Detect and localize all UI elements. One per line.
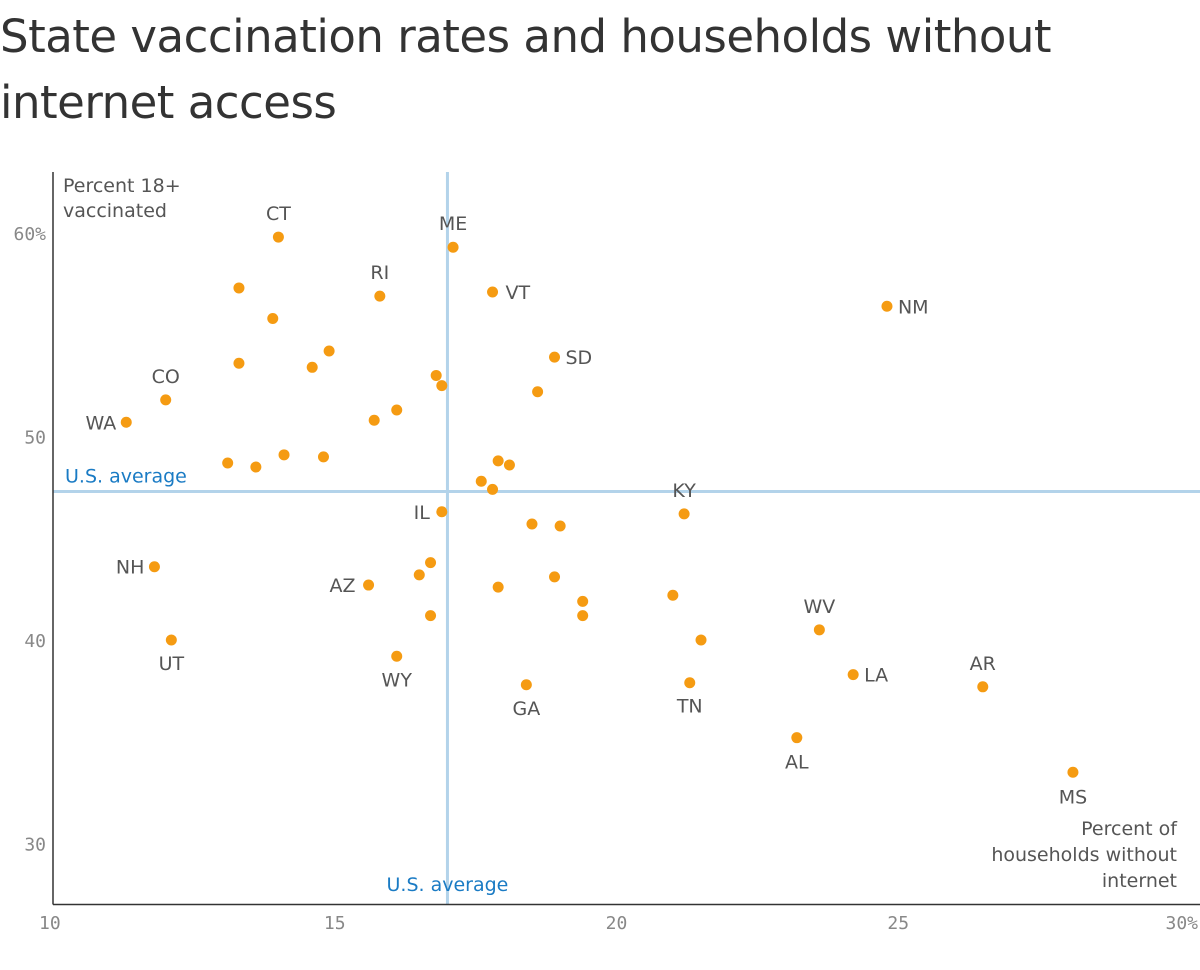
data-point bbox=[695, 634, 707, 646]
data-point bbox=[549, 571, 561, 583]
data-point bbox=[487, 483, 499, 495]
data-point-wa bbox=[120, 416, 132, 428]
data-point bbox=[317, 451, 329, 463]
data-point-sd bbox=[549, 351, 561, 363]
point-label-nm: NM bbox=[898, 296, 929, 318]
data-point bbox=[425, 610, 437, 622]
data-point-wv bbox=[813, 624, 825, 636]
data-point bbox=[554, 520, 566, 532]
point-label-ky: KY bbox=[672, 480, 696, 502]
data-point bbox=[278, 449, 290, 461]
data-point bbox=[250, 461, 262, 473]
y-tick-label: 40 bbox=[24, 631, 46, 652]
data-point bbox=[667, 589, 679, 601]
y-tick-label: 50 bbox=[24, 428, 46, 449]
data-point bbox=[306, 361, 318, 373]
data-point bbox=[222, 457, 234, 469]
data-point bbox=[577, 595, 589, 607]
data-point-az bbox=[363, 579, 375, 591]
point-label-tn: TN bbox=[676, 696, 703, 718]
x-tick-label: 20 bbox=[606, 913, 628, 934]
data-point-ms bbox=[1067, 766, 1079, 778]
point-label-sd: SD bbox=[566, 347, 593, 369]
data-point-ga bbox=[520, 679, 532, 691]
data-point-ri bbox=[374, 290, 386, 302]
data-point-la bbox=[847, 669, 859, 681]
data-point-il bbox=[436, 506, 448, 518]
point-label-me: ME bbox=[439, 213, 467, 235]
data-point-nh bbox=[148, 561, 160, 573]
data-point bbox=[323, 345, 335, 357]
data-point-me bbox=[447, 241, 459, 253]
point-label-ri: RI bbox=[370, 262, 389, 284]
x-tick-label: 15 bbox=[324, 913, 346, 934]
point-label-la: LA bbox=[864, 665, 888, 687]
data-point bbox=[413, 569, 425, 581]
data-point-vt bbox=[487, 286, 499, 298]
x-tick-label: 10 bbox=[39, 913, 61, 934]
data-point-al bbox=[791, 732, 803, 744]
data-point-co bbox=[160, 394, 172, 406]
point-label-ut: UT bbox=[159, 653, 185, 675]
data-point bbox=[503, 459, 515, 471]
data-point bbox=[391, 404, 403, 416]
point-label-wv: WV bbox=[803, 596, 835, 618]
point-label-co: CO bbox=[152, 366, 180, 388]
y-axis-title: Percent 18+ vaccinated bbox=[63, 175, 181, 222]
data-point bbox=[267, 312, 279, 324]
y-tick-label: 30 bbox=[24, 835, 46, 856]
data-point-ar bbox=[977, 681, 989, 693]
point-label-az: AZ bbox=[330, 575, 356, 597]
data-point-ky bbox=[678, 508, 690, 520]
point-label-wa: WA bbox=[86, 412, 117, 434]
x-axis-title: Percent of households without internet bbox=[991, 818, 1178, 892]
point-label-nh: NH bbox=[116, 557, 145, 579]
data-point bbox=[526, 518, 538, 530]
us-average-y-label: U.S. average bbox=[65, 465, 187, 487]
data-point bbox=[233, 357, 245, 369]
x-tick-label: 25 bbox=[887, 913, 909, 934]
data-point bbox=[577, 610, 589, 622]
us-average-label-background bbox=[60, 465, 200, 488]
data-point bbox=[492, 455, 504, 467]
data-point bbox=[532, 386, 544, 398]
data-point bbox=[425, 557, 437, 569]
data-point-tn bbox=[684, 677, 696, 689]
point-label-vt: VT bbox=[506, 282, 531, 304]
point-label-ga: GA bbox=[512, 698, 540, 720]
data-point-wy bbox=[391, 650, 403, 662]
x-tick-label: 30% bbox=[1165, 913, 1198, 934]
point-label-il: IL bbox=[414, 502, 431, 524]
data-point bbox=[475, 475, 487, 487]
data-point bbox=[233, 282, 245, 294]
data-point-ut bbox=[165, 634, 177, 646]
point-label-ct: CT bbox=[266, 203, 291, 225]
data-point bbox=[430, 369, 442, 381]
point-label-ar: AR bbox=[970, 653, 996, 675]
point-label-wy: WY bbox=[382, 669, 413, 691]
point-label-ms: MS bbox=[1059, 786, 1087, 808]
data-point bbox=[368, 414, 380, 426]
y-tick-label: 60% bbox=[13, 224, 46, 245]
point-label-al: AL bbox=[785, 752, 809, 774]
data-point-nm bbox=[881, 300, 893, 312]
data-point bbox=[436, 380, 448, 392]
us-average-x-label: U.S. average bbox=[387, 874, 509, 896]
chart-title: State vaccination rates and households w… bbox=[0, 10, 1052, 129]
data-point-ct bbox=[272, 231, 284, 243]
data-point bbox=[492, 581, 504, 593]
